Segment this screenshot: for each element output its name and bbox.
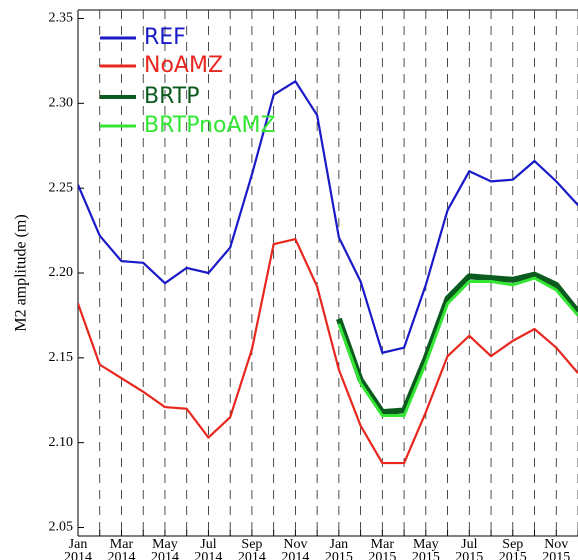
- series-line: [337, 276, 578, 418]
- series-line: [78, 80, 578, 354]
- x-tick-label: Nov 2015: [542, 537, 571, 560]
- y-tick-label: 2.25: [49, 180, 74, 195]
- y-tick-label: 2.30: [49, 96, 74, 111]
- y-tick-label: 2.10: [49, 435, 74, 450]
- x-tick-label: Sep 2015: [498, 537, 527, 560]
- x-tick-label: Jan 2015: [324, 537, 353, 560]
- y-tick-label: 2.15: [49, 350, 74, 365]
- x-tick-label: Mar 2014: [107, 537, 136, 560]
- plot-area: [78, 80, 578, 465]
- x-tick-label: Mar 2015: [368, 537, 397, 560]
- x-tick-label: Sep 2014: [237, 537, 266, 560]
- legend-label: BRTPnoAMZ: [144, 113, 276, 138]
- legend-label: BRTP: [144, 84, 199, 109]
- x-tick-label: May 2014: [150, 537, 179, 560]
- x-tick-label: Jul 2015: [455, 537, 484, 560]
- x-tick-label: Jul 2014: [194, 537, 223, 560]
- x-tick-label: Jan 2014: [64, 537, 92, 560]
- legend-label: NoAMZ: [144, 53, 223, 78]
- legend-label: REF: [144, 25, 186, 50]
- series-line: [336, 271, 578, 416]
- y-axis-label: M2 amplitude (m): [13, 214, 30, 331]
- y-tick-label: 2.05: [49, 520, 74, 535]
- y-tick-label: 2.20: [49, 265, 74, 280]
- x-tick-label: May 2015: [411, 537, 440, 560]
- y-tick-label: 2.35: [49, 11, 74, 26]
- series-line: [78, 237, 578, 465]
- x-tick-label: Nov 2014: [281, 537, 310, 560]
